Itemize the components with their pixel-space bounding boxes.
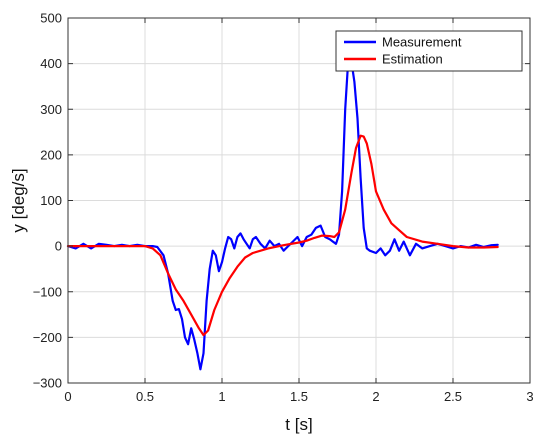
series-line-estimation: [66, 134, 499, 337]
series-line-measurement: [66, 57, 499, 371]
x-axis-label: t [s]: [285, 415, 312, 434]
x-tick-label: 0.5: [136, 389, 154, 404]
x-axis-ticks: 0 0.5 1 1.5 2 2.5 3: [64, 18, 534, 404]
y-tick-label: −100: [33, 284, 62, 299]
y-tick-label: 500: [40, 11, 62, 26]
y-tick-label: 200: [40, 147, 62, 162]
y-tick-label: −300: [33, 376, 62, 391]
x-tick-label: 1.5: [290, 389, 308, 404]
y-tick-label: 300: [40, 102, 62, 117]
series-group: [66, 57, 499, 371]
y-tick-label: −200: [33, 330, 62, 345]
x-tick-label: 1: [218, 389, 225, 404]
x-tick-label: 2: [372, 389, 379, 404]
legend-label-estimation: Estimation: [382, 52, 443, 67]
legend-box: [335, 30, 523, 72]
y-axis-ticks: −300 −200 −100 0 100 200 300 400 500: [33, 11, 530, 391]
x-tick-label: 0: [64, 389, 71, 404]
y-axis-label: y [deg/s]: [9, 168, 28, 232]
x-tick-label: 2.5: [444, 389, 462, 404]
x-tick-label: 3: [526, 389, 533, 404]
legend: Measurement Estimation: [335, 30, 523, 72]
y-tick-label: 400: [40, 56, 62, 71]
legend-label-measurement: Measurement: [382, 35, 462, 50]
y-tick-label: 0: [55, 239, 62, 254]
y-tick-label: 100: [40, 193, 62, 208]
